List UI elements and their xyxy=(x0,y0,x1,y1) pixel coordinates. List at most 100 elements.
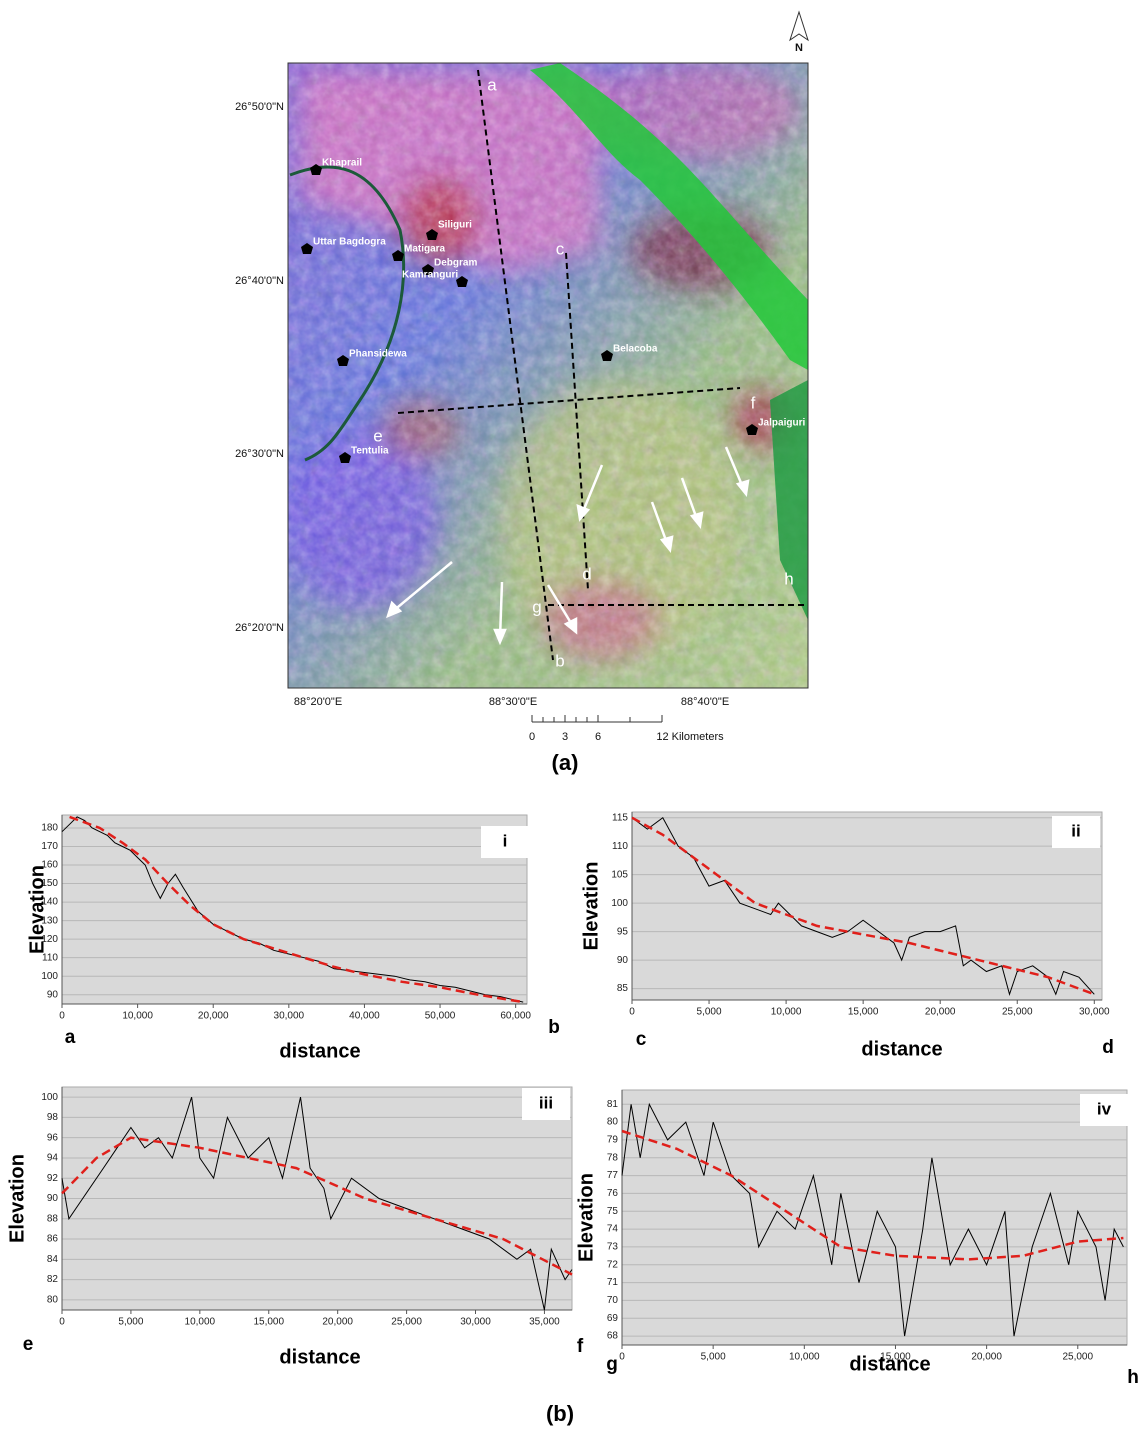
y-tick-label: 76 xyxy=(607,1188,619,1199)
latitude-label: 26°30'0"N xyxy=(235,448,284,460)
town-marker xyxy=(456,276,468,287)
town-label: Khaprail xyxy=(322,158,362,169)
town-marker xyxy=(746,424,758,435)
profile-point-label: b xyxy=(555,651,564,670)
x-tick-label: 50,000 xyxy=(425,1011,456,1022)
profile-line xyxy=(61,1096,573,1311)
x-axis-title: distance xyxy=(279,1040,360,1062)
panel-box xyxy=(522,1088,570,1120)
profile-point-label: d xyxy=(582,564,591,583)
profile-point-label: h xyxy=(784,569,793,588)
y-tick-label: 120 xyxy=(41,934,58,945)
start-label: e xyxy=(23,1334,34,1355)
longitude-label: 88°20'0"E xyxy=(294,696,342,708)
town-label: Matigara xyxy=(404,244,446,255)
town-marker xyxy=(392,250,404,261)
y-tick-label: 100 xyxy=(41,1092,58,1103)
panel-label: iii xyxy=(539,1093,553,1112)
town-label: Siliguri xyxy=(438,220,472,231)
y-axis-title: Elevation xyxy=(26,865,48,954)
profile-point-label: e xyxy=(373,426,382,445)
y-axis-title: Elevation xyxy=(575,1173,597,1262)
x-tick-label: 35,000 xyxy=(529,1317,560,1328)
x-tick-label: 15,000 xyxy=(253,1317,284,1328)
x-tick-label: 5,000 xyxy=(118,1317,143,1328)
profile-line xyxy=(61,816,524,1003)
x-tick-label: 20,000 xyxy=(925,1007,956,1018)
x-tick-label: 20,000 xyxy=(322,1317,353,1328)
town-label: Tentulia xyxy=(351,446,389,457)
y-tick-label: 80 xyxy=(607,1117,619,1128)
map xyxy=(288,63,808,688)
x-tick-label: 25,000 xyxy=(1062,1352,1093,1363)
y-tick-label: 110 xyxy=(42,952,58,963)
end-label: h xyxy=(1127,1367,1139,1388)
y-tick-label: 100 xyxy=(41,971,58,982)
town-label: Uttar Bagdogra xyxy=(313,237,386,248)
y-tick-label: 80 xyxy=(47,1295,59,1306)
y-tick-label: 110 xyxy=(612,841,628,852)
plot-background xyxy=(621,1089,1128,1346)
x-tick-label: 10,000 xyxy=(185,1317,216,1328)
trend-line xyxy=(69,815,524,1004)
panel-box xyxy=(481,826,529,858)
y-tick-label: 160 xyxy=(41,860,58,871)
y-tick-label: 73 xyxy=(607,1242,619,1253)
y-tick-label: 130 xyxy=(41,915,58,926)
y-tick-label: 69 xyxy=(607,1313,619,1324)
y-tick-label: 150 xyxy=(41,878,58,889)
panel-label: ii xyxy=(1071,821,1080,840)
y-tick-label: 84 xyxy=(47,1254,59,1265)
profile-lines xyxy=(397,69,805,661)
panel-box xyxy=(1052,816,1100,848)
y-tick-label: 88 xyxy=(47,1213,59,1224)
town-marker xyxy=(339,452,351,463)
profile-point-label: c xyxy=(556,239,565,258)
x-tick-label: 0 xyxy=(59,1011,65,1022)
y-tick-label: 115 xyxy=(612,812,628,823)
town-marker xyxy=(310,164,322,175)
plot-background xyxy=(631,811,1103,1001)
start-label: c xyxy=(636,1029,647,1050)
profile-line xyxy=(621,1102,1124,1337)
flow-arrows xyxy=(386,446,750,646)
start-label: g xyxy=(606,1354,618,1375)
y-tick-label: 70 xyxy=(607,1295,619,1306)
y-tick-label: 90 xyxy=(617,955,629,966)
north-label: N xyxy=(795,42,803,54)
y-tick-label: 82 xyxy=(47,1274,59,1285)
x-tick-label: 10,000 xyxy=(771,1007,802,1018)
town-label: Belacoba xyxy=(613,344,658,355)
x-tick-label: 0 xyxy=(619,1352,625,1363)
panel-box xyxy=(1080,1094,1128,1126)
map-frame xyxy=(287,62,809,689)
y-tick-label: 72 xyxy=(607,1259,619,1270)
town-marker xyxy=(337,355,349,366)
town-label: Debgram xyxy=(434,258,477,269)
y-tick-label: 75 xyxy=(607,1206,619,1217)
caption: (b) xyxy=(546,1401,574,1426)
river xyxy=(289,165,406,462)
longitude-label: 88°40'0"E xyxy=(681,696,729,708)
town-marker xyxy=(301,243,313,254)
x-tick-label: 25,000 xyxy=(391,1317,422,1328)
town-label: Jalpaiguri xyxy=(758,418,805,429)
y-tick-label: 95 xyxy=(617,926,629,937)
map-texture xyxy=(288,63,808,688)
x-tick-label: 25,000 xyxy=(1002,1007,1033,1018)
x-tick-label: 30,000 xyxy=(1079,1007,1110,1018)
x-tick-label: 20,000 xyxy=(198,1011,229,1022)
y-tick-label: 140 xyxy=(41,897,58,908)
x-tick-label: 10,000 xyxy=(789,1352,820,1363)
y-tick-label: 96 xyxy=(47,1132,59,1143)
y-tick-label: 85 xyxy=(617,983,629,994)
y-tick-label: 71 xyxy=(607,1277,619,1288)
panel-label: iv xyxy=(1097,1099,1112,1118)
river xyxy=(770,380,808,620)
y-tick-label: 105 xyxy=(611,869,628,880)
north-arrow xyxy=(789,10,809,42)
profile-point-label: g xyxy=(532,597,541,616)
y-tick-label: 180 xyxy=(41,823,58,834)
y-tick-label: 78 xyxy=(607,1152,619,1163)
